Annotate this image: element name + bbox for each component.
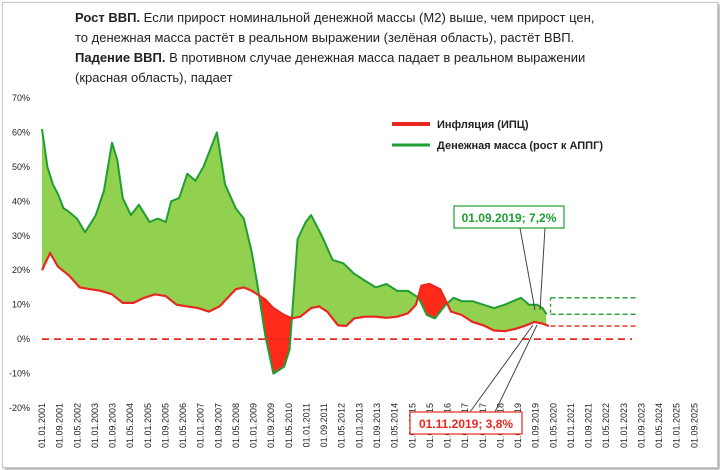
annotation-money-supply: 01.09.2019; 7,2% xyxy=(453,205,565,311)
annotation-text-money-supply: 01.09.2019; 7,2% xyxy=(462,211,557,225)
x-tick-label: 01.05.2008 xyxy=(231,403,241,448)
x-tick-label: 01.01.2003 xyxy=(90,403,100,448)
x-tick-label: 01.01.2021 xyxy=(566,403,576,448)
x-tick-label: 01.09.2003 xyxy=(108,403,118,448)
description-line-3: Падение ВВП. В противном случае денежная… xyxy=(75,48,695,68)
y-tick-label: 10% xyxy=(12,300,30,310)
x-tick-label: 01.05.2004 xyxy=(125,403,135,448)
chart-description: Рост ВВП. Если прирост номинальной денеж… xyxy=(75,8,695,88)
annotation-leader-inflation-2 xyxy=(494,324,538,413)
x-tick-label: 01.09.2013 xyxy=(372,403,382,448)
y-tick-label: 70% xyxy=(12,93,30,103)
x-tick-label: 01.05.2014 xyxy=(390,403,400,448)
x-tick-label: 01.09.2001 xyxy=(55,403,65,448)
y-axis-tick-labels: 70% 60% 50% 40% 30% 20% 10% 0% -10% -20% xyxy=(9,93,30,413)
annotation-leader-inflation xyxy=(469,324,534,413)
x-tick-label: 01.09.2005 xyxy=(160,403,170,448)
legend-label-money-supply: Денежная масса (рост к АППГ) xyxy=(437,140,603,152)
annotation-box-money-supply xyxy=(453,205,565,229)
legend-label-inflation: Инфляция (ИПЦ) xyxy=(437,119,529,131)
annotation-text-inflation: 01.11.2019; 3,8% xyxy=(419,417,513,431)
x-tick-label: 01.09.2023 xyxy=(637,403,647,448)
x-tick-label: 01.01.2011 xyxy=(302,403,312,447)
x-tick-label: 01.05.2020 xyxy=(548,403,558,448)
y-tick-label: 60% xyxy=(12,127,30,137)
red-area xyxy=(418,284,448,319)
x-tick-label: 01.05.2010 xyxy=(284,403,294,448)
x-tick-label: 01.09.2019 xyxy=(531,403,541,448)
x-tick-label: 01.09.2007 xyxy=(213,403,223,448)
x-tick-label: 01.09.2009 xyxy=(266,403,276,448)
x-tick-label: 01.01.2025 xyxy=(672,403,682,448)
description-line-1: Рост ВВП. Если прирост номинальной денеж… xyxy=(75,8,695,28)
green-area xyxy=(292,215,419,326)
x-tick-label: 01.05.2002 xyxy=(72,403,82,448)
green-area xyxy=(447,297,547,332)
money-supply-line xyxy=(41,128,548,375)
y-tick-label: -20% xyxy=(9,403,30,413)
decline-heading: Падение ВВП. xyxy=(75,50,166,65)
y-tick-label: -10% xyxy=(9,369,30,379)
legend: Инфляция (ИПЦ) Денежная масса (рост к АП… xyxy=(392,119,603,152)
description-line-4: (красная область), падает xyxy=(75,70,233,85)
decline-text-1: В противном случае денежная масса падает… xyxy=(165,50,586,65)
x-axis-tick-labels: 01.01.2001 01.09.2001 01.05.2002 01.01.2003… xyxy=(37,403,699,448)
y-tick-label: 20% xyxy=(12,265,30,275)
x-tick-label: 01.01.2001 xyxy=(37,403,47,448)
y-tick-label: 40% xyxy=(12,196,30,206)
y-tick-label: 50% xyxy=(12,162,30,172)
forecast-lines xyxy=(549,297,637,327)
series-lines xyxy=(41,128,550,375)
y-tick-label: 0% xyxy=(17,334,30,344)
growth-text-1: Если прирост номинальной денежной массы … xyxy=(140,10,595,25)
x-tick-label: 01.05.2012 xyxy=(337,403,347,448)
annotation-leader-money-supply-2 xyxy=(539,227,546,311)
x-tick-label: 01.05.2022 xyxy=(601,403,611,448)
description-line-2: то денежная масса растёт в реальном выра… xyxy=(75,30,575,45)
x-tick-label: 01.09.2025 xyxy=(689,403,699,448)
x-tick-label: 01.01.2005 xyxy=(143,403,153,448)
x-tick-label: 01.01.2013 xyxy=(354,403,364,448)
inflation-line xyxy=(41,251,550,333)
x-tick-label: 01.01.2007 xyxy=(196,403,206,448)
x-tick-label: 01.01.2023 xyxy=(619,403,629,448)
annotation-leader-money-supply xyxy=(519,227,536,311)
y-tick-label: 30% xyxy=(12,231,30,241)
x-tick-label: 01.09.2011 xyxy=(319,403,329,447)
annotation-box-inflation xyxy=(409,411,523,435)
green-area xyxy=(42,129,260,312)
x-tick-label: 01.09.2021 xyxy=(584,403,594,448)
x-tick-label: 01.05.2006 xyxy=(178,403,188,448)
growth-heading: Рост ВВП. xyxy=(75,10,141,25)
x-tick-label: 01.01.2009 xyxy=(249,403,259,448)
x-tick-label: 01.05.2024 xyxy=(654,403,664,448)
annotation-inflation: 01.11.2019; 3,8% xyxy=(409,324,538,435)
